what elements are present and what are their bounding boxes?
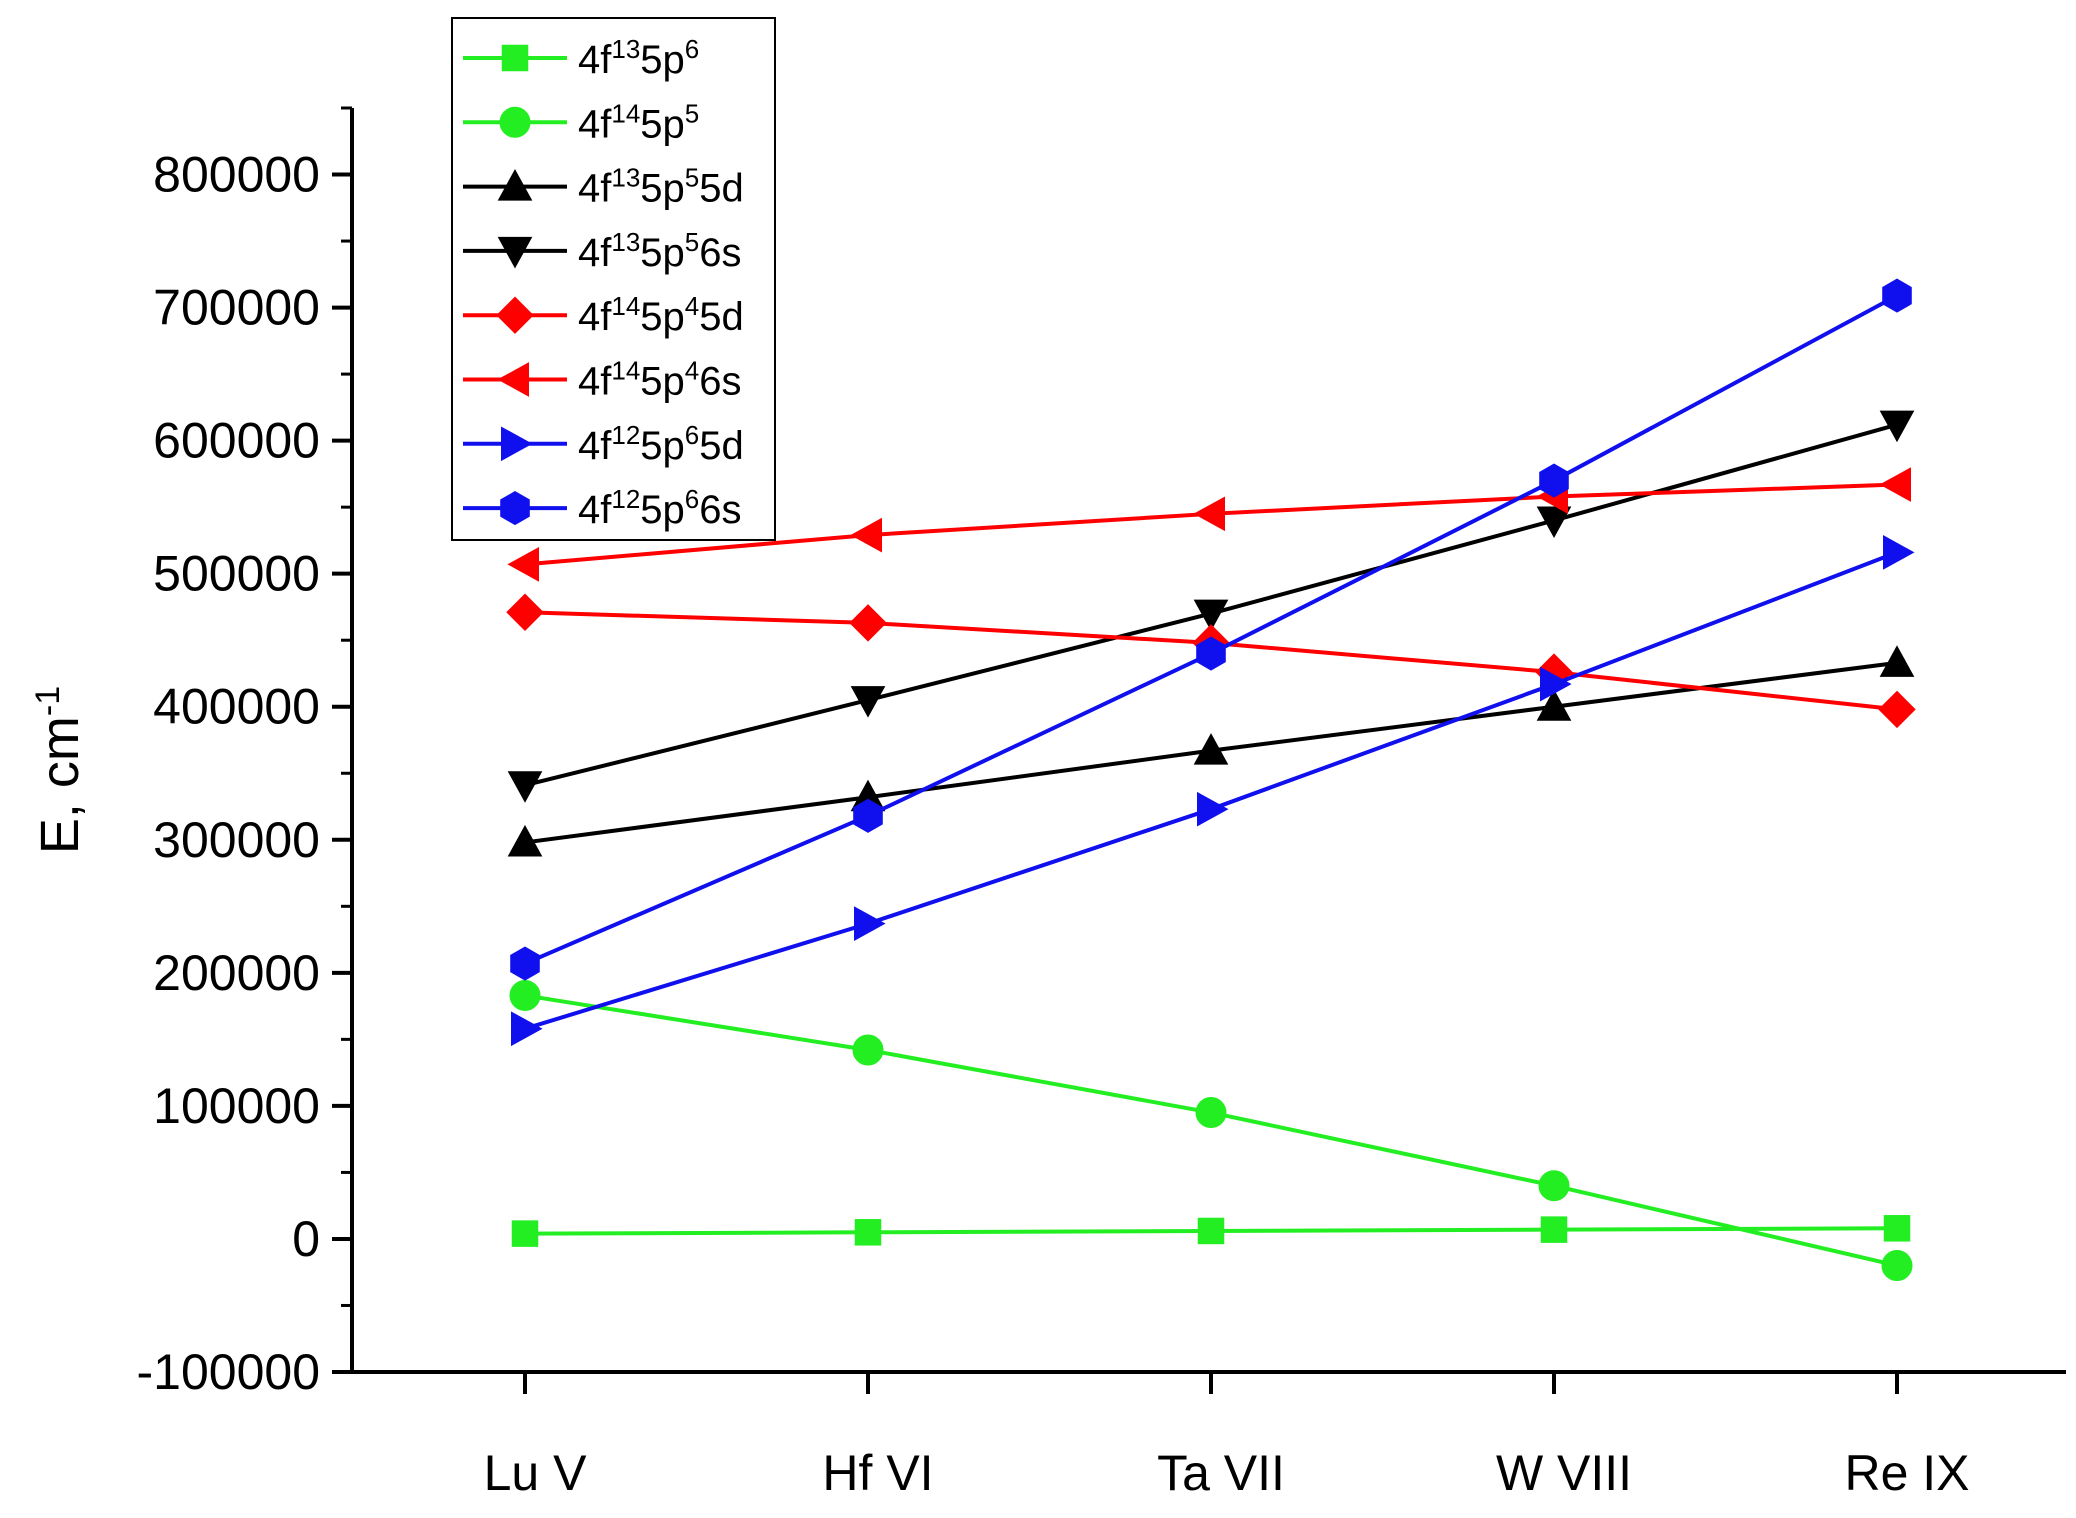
legend-label: 4f135p6	[578, 34, 699, 82]
legend-label: 4f145p5	[578, 98, 699, 146]
x-tick-label: Lu V	[484, 1445, 588, 1501]
data-point	[1196, 636, 1226, 671]
x-ticks: Lu V Hf VI Ta VII W VIII Re IX	[484, 1372, 1970, 1501]
y-tick-label: 200000	[153, 945, 320, 1001]
data-point	[1536, 689, 1572, 721]
data-point	[1197, 791, 1229, 827]
y-tick-label: 300000	[153, 812, 320, 868]
axes	[350, 108, 2066, 1374]
series-4f135p55d	[507, 645, 1915, 857]
data-point	[507, 824, 543, 857]
y-tick-label: 100000	[153, 1078, 320, 1134]
legend-label: 4f135p55d	[578, 163, 744, 211]
legend-item: 4f125p66s	[463, 484, 742, 532]
data-point	[1879, 645, 1915, 677]
series-4f125p66s	[510, 278, 1912, 981]
y-ticks: -100000 0 100000 200000 300000 400000 500000 60…	[137, 106, 352, 1400]
data-point	[1193, 496, 1225, 532]
data-point	[1539, 463, 1569, 498]
x-tick-label: Re IX	[1844, 1445, 1969, 1501]
data-point	[1883, 535, 1915, 570]
legend-marker	[499, 106, 531, 138]
legend-label: 4f125p66s	[578, 484, 742, 532]
data-point	[510, 946, 540, 981]
legend-label: 4f125p65d	[578, 420, 744, 468]
legend-item: 4f145p46s	[463, 356, 742, 404]
data-point	[853, 798, 883, 833]
legend-marker	[500, 491, 530, 526]
data-point	[1879, 410, 1915, 443]
data-point	[1193, 599, 1229, 632]
data-point	[1197, 1217, 1225, 1245]
series-layer	[506, 278, 1916, 1282]
legend-marker	[496, 296, 534, 334]
data-point	[850, 517, 882, 553]
data-point	[511, 1011, 543, 1047]
data-point	[509, 979, 541, 1011]
legend-item: 4f135p56s	[463, 227, 742, 275]
y-tick-label: 0	[292, 1211, 320, 1267]
series-4f125p65d	[511, 535, 1915, 1047]
legend-label: 4f145p45d	[578, 291, 744, 339]
data-point	[854, 1219, 882, 1246]
legend-item: 4f125p65d	[463, 420, 744, 468]
data-point	[1538, 1170, 1570, 1202]
y-tick-label: 400000	[153, 679, 320, 735]
legend-marker	[497, 169, 533, 201]
y-tick-label: 500000	[153, 546, 320, 602]
legend-item: 4f135p6	[463, 34, 699, 82]
legend-marker	[497, 236, 533, 269]
legend-marker	[497, 362, 529, 397]
data-point	[1195, 1097, 1227, 1129]
legend-label: 4f145p46s	[578, 356, 742, 404]
legend-marker	[501, 426, 533, 462]
y-tick-label: 800000	[153, 147, 320, 203]
data-point	[506, 593, 544, 631]
y-tick-label: 600000	[153, 413, 320, 469]
data-point	[854, 906, 886, 941]
x-tick-label: Ta VII	[1157, 1445, 1285, 1501]
data-point	[507, 547, 539, 582]
legend-item: 4f135p55d	[463, 163, 744, 211]
data-point	[507, 771, 543, 803]
data-point	[849, 604, 887, 642]
y-axis-title: E, cm-1	[29, 686, 90, 854]
series-4f135p6	[511, 1215, 1911, 1247]
legend-label: 4f135p56s	[578, 227, 742, 275]
x-tick-label: W VIII	[1496, 1445, 1632, 1501]
data-point	[1879, 467, 1911, 502]
data-point	[511, 1220, 539, 1247]
series-4f145p5	[509, 979, 1913, 1282]
data-point	[1540, 1216, 1568, 1243]
data-point	[852, 1034, 884, 1066]
data-point	[1878, 690, 1916, 729]
legend-item: 4f145p45d	[463, 291, 744, 339]
y-tick-label: -100000	[137, 1344, 321, 1400]
y-tick-label: 700000	[153, 280, 320, 336]
data-point	[1536, 506, 1572, 539]
data-point	[1881, 1250, 1913, 1282]
x-tick-label: Hf VI	[822, 1445, 933, 1501]
legend: 4f135p6 4f145p5 4f135p55d 4f135p56s 4f145p45…	[451, 17, 776, 541]
data-point	[850, 686, 886, 718]
data-point	[1882, 278, 1912, 313]
y-axis-title-text: E, cm	[30, 716, 90, 854]
legend-item: 4f145p5	[463, 98, 699, 146]
data-point	[1883, 1215, 1911, 1242]
y-axis-title-superscript: -1	[29, 686, 67, 716]
data-point	[1540, 666, 1572, 702]
data-point	[1193, 733, 1229, 765]
series-4f135p56s	[507, 410, 1915, 803]
legend-marker	[501, 44, 529, 72]
